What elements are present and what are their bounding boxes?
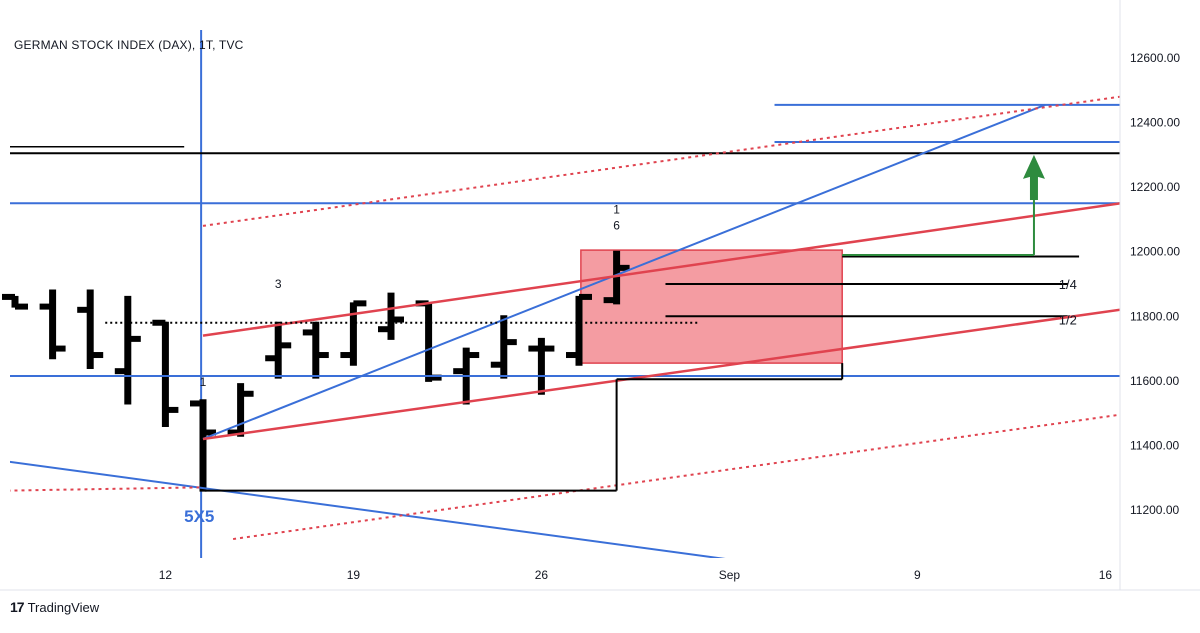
tradingview-branding[interactable]: 17 TradingView: [10, 599, 99, 615]
price-bar-13: [490, 315, 517, 379]
price-bar-16: [603, 250, 630, 305]
annotation-label-0: 5X5: [184, 507, 214, 526]
annotation-label-5: 1/4: [1059, 277, 1077, 292]
trend-line-5: [232, 413, 1120, 541]
y-tick-label-3: 12000.00: [1130, 245, 1180, 259]
price-bar-8: [302, 321, 329, 379]
price-bar-0: [2, 293, 28, 310]
price-bar-7: [265, 321, 292, 379]
price-bar-4: [152, 319, 179, 428]
annotation-label-4: 6: [613, 219, 620, 233]
trend-line-2: [202, 202, 1120, 337]
trend-line-3: [202, 308, 1120, 441]
y-tick-label-0: 12600.00: [1130, 51, 1180, 65]
x-tick-label-0: 12: [159, 568, 173, 582]
annotation-label-6: 1/2: [1059, 313, 1077, 328]
y-tick-label-4: 11800.00: [1130, 309, 1179, 323]
price-bar-15: [566, 293, 592, 366]
annotations-layer: 5X5 1 3 1 6 1/4 1/2: [184, 203, 1077, 526]
tradingview-brand-label: TradingView: [27, 599, 100, 615]
x-tick-label-1: 19: [347, 568, 361, 582]
target-arrow-icon: [1022, 154, 1045, 201]
y-tick-label-2: 12200.00: [1130, 180, 1180, 194]
y-tick-label-6: 11400.00: [1130, 438, 1179, 452]
price-bar-6: [227, 383, 254, 437]
tradingview-logo-icon: 17: [10, 599, 25, 615]
annotation-label-1: 1: [200, 375, 207, 389]
annotation-label-3: 1: [613, 203, 620, 217]
y-tick-label-7: 11200.00: [1130, 503, 1179, 517]
axes-layer: 12600.00 12400.00 12200.00 12000.00 11800.00…: [0, 0, 1200, 591]
price-bar-14: [528, 337, 555, 395]
x-tick-label-2: 26: [535, 568, 549, 582]
x-tick-label-3: Sep: [719, 568, 741, 582]
trend-line-4: [202, 95, 1120, 227]
x-tick-label-4: 9: [914, 568, 921, 582]
y-tick-label-1: 12400.00: [1130, 116, 1180, 130]
annotation-label-2: 3: [275, 277, 282, 291]
trend-line-0: [202, 103, 1046, 440]
trend-line-1: [10, 460, 726, 558]
price-bar-10: [378, 292, 404, 340]
price-bar-5: [190, 399, 216, 492]
price-bar-3: [114, 295, 141, 405]
drawings-layer-front: [10, 95, 1120, 558]
chart-title: GERMAN STOCK INDEX (DAX), 1T, TVC: [14, 38, 244, 52]
y-tick-label-5: 11600.00: [1130, 374, 1179, 388]
price-bar-2: [77, 289, 104, 369]
price-bar-1: [39, 289, 66, 360]
x-tick-label-5: 16: [1099, 568, 1113, 582]
